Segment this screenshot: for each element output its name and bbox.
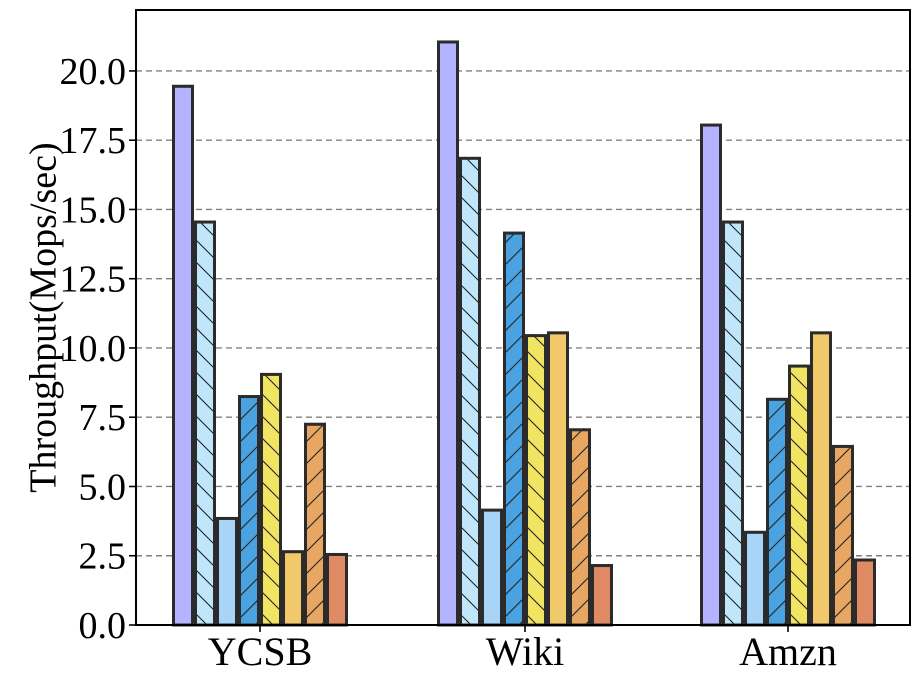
y-tick-label: 5.0 <box>79 466 127 508</box>
y-tick-label: 20.0 <box>60 51 127 93</box>
plot-frame <box>135 9 911 626</box>
y-tick-label: 17.5 <box>60 120 127 162</box>
bar-hatch <box>722 220 744 626</box>
y-tick-label: 15.0 <box>60 189 127 231</box>
x-category-label: Amzn <box>739 629 837 674</box>
bar <box>744 530 766 625</box>
bar <box>172 84 194 625</box>
bar-hatch <box>832 444 854 625</box>
bar <box>547 331 569 625</box>
y-axis-title: Throughput(Mops/sec) <box>22 142 64 492</box>
bar-group-ycsb <box>172 84 348 627</box>
bar-hatch <box>766 397 788 625</box>
bar-group-wiki <box>437 40 613 627</box>
bar <box>282 550 304 625</box>
bar-hatch <box>238 395 260 625</box>
bar-group-amzn <box>700 123 876 627</box>
x-category-label: Wiki <box>486 629 564 674</box>
bar <box>810 331 832 625</box>
y-tick-label: 10.0 <box>60 328 127 370</box>
bar <box>700 123 722 625</box>
y-tick-label: 0.0 <box>79 605 127 647</box>
y-tick-label: 12.5 <box>60 259 127 301</box>
bar <box>326 552 348 625</box>
bar-hatch <box>304 422 326 625</box>
bar <box>591 564 613 625</box>
y-axis-ticks: 0.0 2.5 5.0 7.5 10.0 12.5 15.0 17.5 20.0 <box>60 51 136 647</box>
bar <box>481 508 503 625</box>
bar-hatch <box>260 372 282 625</box>
bar-hatch <box>569 428 591 625</box>
y-tick-label: 7.5 <box>79 397 127 439</box>
bar-hatch <box>503 231 525 625</box>
bar <box>854 558 876 625</box>
x-category-label: YCSB <box>208 629 313 674</box>
bar-hatch <box>788 364 810 625</box>
bars <box>172 40 876 627</box>
bar <box>437 40 459 626</box>
bar-hatch <box>194 220 216 626</box>
y-tick-label: 2.5 <box>79 536 127 578</box>
x-axis-categories: YCSB Wiki Amzn <box>208 625 837 674</box>
bar <box>216 516 238 625</box>
bar-hatch <box>459 156 481 625</box>
bar-hatch <box>525 334 547 625</box>
